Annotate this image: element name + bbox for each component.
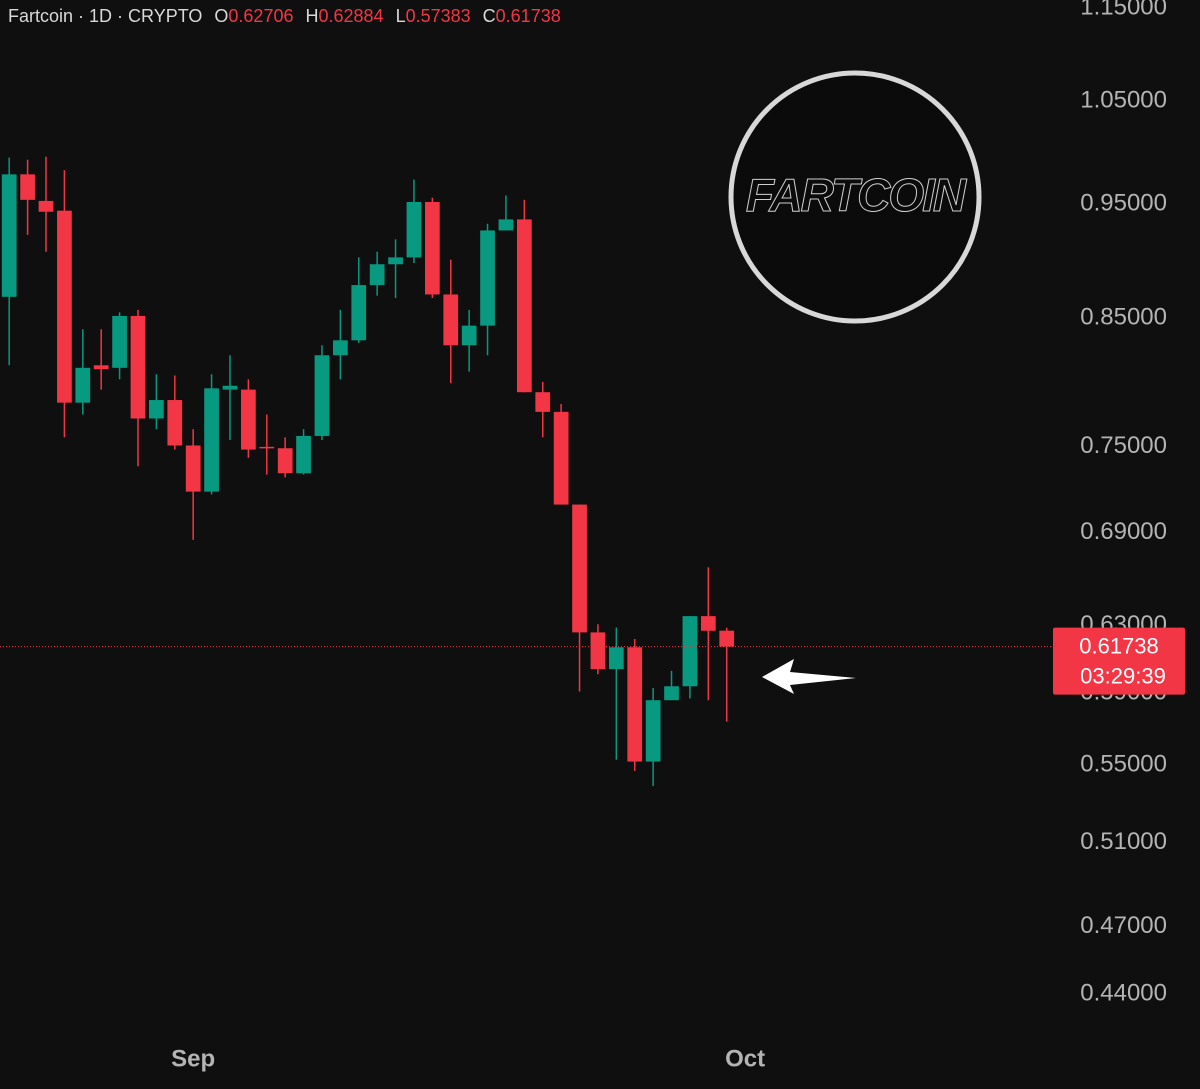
symbol: Fartcoin · 1D · CRYPTO xyxy=(8,6,203,26)
candle-body xyxy=(700,616,716,631)
candle-body xyxy=(443,294,459,346)
ohlc-key: L xyxy=(395,6,406,26)
y-tick-label: 0.44000 xyxy=(1080,980,1167,1007)
price-label: 0.61738 xyxy=(1079,633,1159,658)
candle-body xyxy=(406,201,422,258)
candle-body xyxy=(572,504,587,633)
candle-body xyxy=(314,355,330,436)
candle-body xyxy=(75,367,91,403)
candle-body xyxy=(185,445,201,492)
ohlc-key: H xyxy=(305,6,319,26)
candle-body xyxy=(388,257,403,265)
ohlc-value: 0.62884 xyxy=(318,6,384,26)
y-tick-label: 0.75000 xyxy=(1080,432,1167,459)
candle-body xyxy=(20,174,35,200)
candle-body xyxy=(149,400,164,419)
y-tick-label: 0.69000 xyxy=(1080,518,1167,545)
candle-body xyxy=(167,400,183,446)
candle-body xyxy=(590,632,606,670)
candle-body xyxy=(1,174,17,297)
y-tick-label: 1.15000 xyxy=(1080,0,1167,20)
candle-body xyxy=(93,365,109,370)
x-tick-label: Oct xyxy=(725,1045,765,1072)
candle-body xyxy=(553,411,569,505)
price-label-box xyxy=(1053,627,1185,695)
ohlc-value: 0.57383 xyxy=(405,6,471,26)
candle-body xyxy=(241,389,256,450)
y-tick-label: 1.05000 xyxy=(1080,87,1167,114)
candle-body xyxy=(719,630,735,647)
x-tick-label: Sep xyxy=(171,1045,215,1072)
ohlc-value: 0.61738 xyxy=(495,6,561,26)
candle-body xyxy=(222,385,238,390)
ohlc-value: 0.62706 xyxy=(228,6,294,26)
arrow xyxy=(762,659,856,694)
y-tick-label: 0.51000 xyxy=(1080,828,1167,855)
y-tick-label: 0.95000 xyxy=(1080,190,1167,217)
logo-text: FARTCOIN xyxy=(746,169,967,221)
candle-body xyxy=(277,448,293,474)
candle-body xyxy=(424,201,440,295)
candle-body xyxy=(461,325,477,346)
ohlc-key: O xyxy=(214,6,229,26)
candle-body xyxy=(480,230,495,326)
candle-body xyxy=(57,210,72,403)
ohlc-key: C xyxy=(482,6,496,26)
candle-body xyxy=(682,616,698,687)
candle-body xyxy=(608,647,624,670)
y-tick-label: 0.85000 xyxy=(1080,304,1167,331)
candle-body xyxy=(645,700,661,762)
header: Fartcoin · 1D · CRYPTO O0.62706 H0.62884 L0… xyxy=(8,6,561,27)
candle-body xyxy=(627,647,643,762)
candle-body xyxy=(333,340,348,356)
candle-body xyxy=(498,219,514,231)
countdown: 03:29:39 xyxy=(1080,663,1166,688)
y-tick-label: 0.47000 xyxy=(1080,912,1167,939)
candle-body xyxy=(664,686,679,701)
candle-body xyxy=(369,264,385,286)
candle-body xyxy=(38,200,54,212)
logo: FARTCOIN xyxy=(728,70,982,324)
candle-body xyxy=(351,285,367,341)
candle-body xyxy=(535,392,551,412)
candle-body xyxy=(259,446,275,449)
candle-body xyxy=(204,388,219,492)
candle-body xyxy=(296,435,311,474)
logo-circle xyxy=(728,70,982,324)
candle-body xyxy=(516,219,532,393)
candle-body xyxy=(112,315,127,368)
candle-body xyxy=(130,315,146,419)
y-tick-label: 0.55000 xyxy=(1080,751,1167,778)
